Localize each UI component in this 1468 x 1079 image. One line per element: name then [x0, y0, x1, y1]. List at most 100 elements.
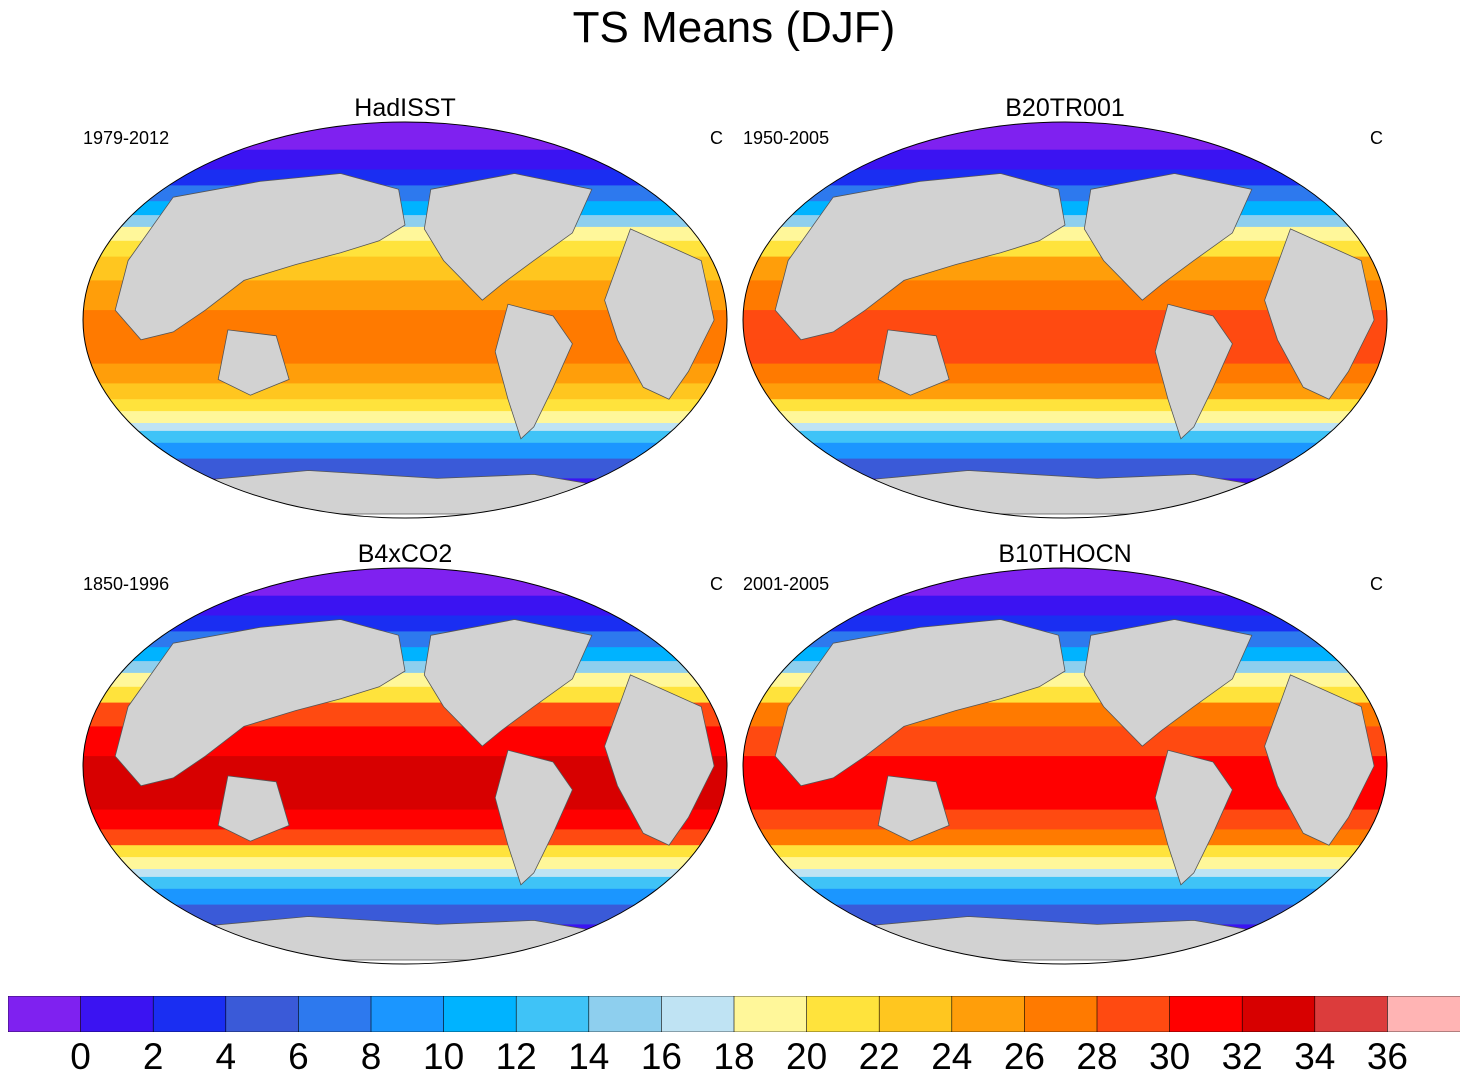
colorbar-swatch — [370, 996, 445, 1032]
sst-band — [83, 829, 727, 846]
land-mask — [877, 329, 950, 396]
land-mask — [839, 470, 1267, 515]
sst-band — [83, 615, 727, 633]
sst-band — [83, 904, 727, 926]
colorbar-swatch — [443, 996, 518, 1032]
colorbar-swatch — [1169, 996, 1243, 1032]
colorbar-tick-label: 18 — [713, 1036, 755, 1077]
sst-band — [743, 904, 1387, 926]
sst-band — [83, 122, 727, 151]
colorbar-tick-label: 24 — [931, 1036, 973, 1077]
panel-period: 1979-2012 — [83, 128, 170, 148]
colorbar-swatch — [1241, 996, 1316, 1032]
panel-unit: C — [710, 574, 723, 594]
sst-band — [743, 363, 1387, 385]
panel-period: 2001-2005 — [743, 574, 830, 594]
colorbar-swatch — [8, 996, 82, 1032]
land-mask — [1264, 674, 1375, 846]
panel-hadisst: HadISST 1979-2012 C — [75, 94, 735, 534]
land-mask — [1083, 173, 1253, 301]
sst-map — [742, 567, 1388, 965]
colorbar-tick-label: 2 — [142, 1036, 164, 1077]
sst-map — [82, 567, 728, 965]
panel-unit: C — [1370, 574, 1383, 594]
sst-band — [743, 423, 1387, 432]
colorbar-swatch — [1314, 996, 1389, 1032]
sst-band — [83, 595, 727, 617]
sst-band — [83, 149, 727, 171]
panel-unit: C — [710, 128, 723, 148]
sst-map — [742, 121, 1388, 519]
colorbar-swatch — [588, 996, 663, 1032]
sst-band — [743, 888, 1387, 906]
land-mask — [839, 916, 1267, 961]
land-mask — [423, 619, 593, 747]
sst-band — [743, 829, 1387, 846]
sst-band — [743, 876, 1387, 890]
sst-band — [83, 383, 727, 400]
map-border — [82, 567, 728, 965]
panel-period: 1850-1996 — [83, 574, 170, 594]
map-border — [742, 567, 1388, 965]
land-mask — [604, 228, 715, 400]
land-mask — [604, 674, 715, 846]
colorbar-tick-label: 36 — [1366, 1036, 1408, 1077]
land-mask — [494, 303, 573, 440]
colorbar-swatch — [152, 996, 227, 1032]
panel-b10thocn: B10THOCN 2001-2005 C — [735, 540, 1395, 980]
sst-band — [83, 430, 727, 444]
colorbar-tick-label: 34 — [1294, 1036, 1336, 1077]
land-mask — [1264, 228, 1375, 400]
sst-band — [743, 869, 1387, 878]
sst-band — [83, 423, 727, 432]
land-mask — [1154, 749, 1233, 886]
panel-title: HadISST — [354, 94, 456, 122]
colorbar-tick-label: 0 — [70, 1036, 91, 1077]
panel-unit: C — [1370, 128, 1383, 148]
sst-band — [743, 383, 1387, 400]
colorbar-swatch — [1387, 996, 1460, 1032]
sst-band — [83, 442, 727, 460]
land-mask — [1083, 619, 1253, 747]
colorbar-swatch — [733, 996, 808, 1032]
panel-b4xco2: B4xCO2 1850-1996 C — [75, 540, 735, 980]
land-mask — [423, 173, 593, 301]
sst-band — [743, 399, 1387, 412]
sst-band — [83, 888, 727, 906]
colorbar-tick-label: 12 — [495, 1036, 537, 1077]
sst-band — [83, 845, 727, 858]
colorbar-tick-label: 14 — [568, 1036, 610, 1077]
sst-band — [743, 595, 1387, 617]
colorbar-tick-label: 8 — [360, 1036, 382, 1077]
land-mask — [179, 916, 607, 961]
sst-band — [83, 411, 727, 424]
colorbar-swatch — [878, 996, 953, 1032]
land-mask — [877, 775, 950, 842]
land-mask — [114, 619, 406, 787]
panel-title: B10THOCN — [998, 540, 1132, 568]
colorbar-swatch — [515, 996, 590, 1032]
land-mask — [217, 329, 290, 396]
panel-title: B20TR001 — [1005, 94, 1125, 122]
sst-band — [83, 363, 727, 385]
map-border — [742, 121, 1388, 519]
sst-band — [83, 857, 727, 870]
colorbar-swatch — [80, 996, 154, 1032]
sst-band — [743, 857, 1387, 870]
sst-band — [743, 411, 1387, 424]
sst-band — [743, 809, 1387, 831]
colorbar-tick-label: 26 — [1003, 1036, 1045, 1077]
colorbar-tick-label: 4 — [215, 1036, 237, 1077]
colorbar-swatch — [661, 996, 735, 1032]
sst-band — [743, 169, 1387, 187]
colorbar-tick-label: 10 — [423, 1036, 465, 1077]
sst-band — [743, 149, 1387, 171]
land-mask — [1154, 303, 1233, 440]
sst-band — [83, 458, 727, 480]
sst-band — [743, 568, 1387, 597]
sst-map — [82, 121, 728, 519]
colorbar-tick-label: 16 — [640, 1036, 682, 1077]
sst-band — [743, 442, 1387, 460]
sst-band — [743, 430, 1387, 444]
sst-band — [83, 876, 727, 890]
